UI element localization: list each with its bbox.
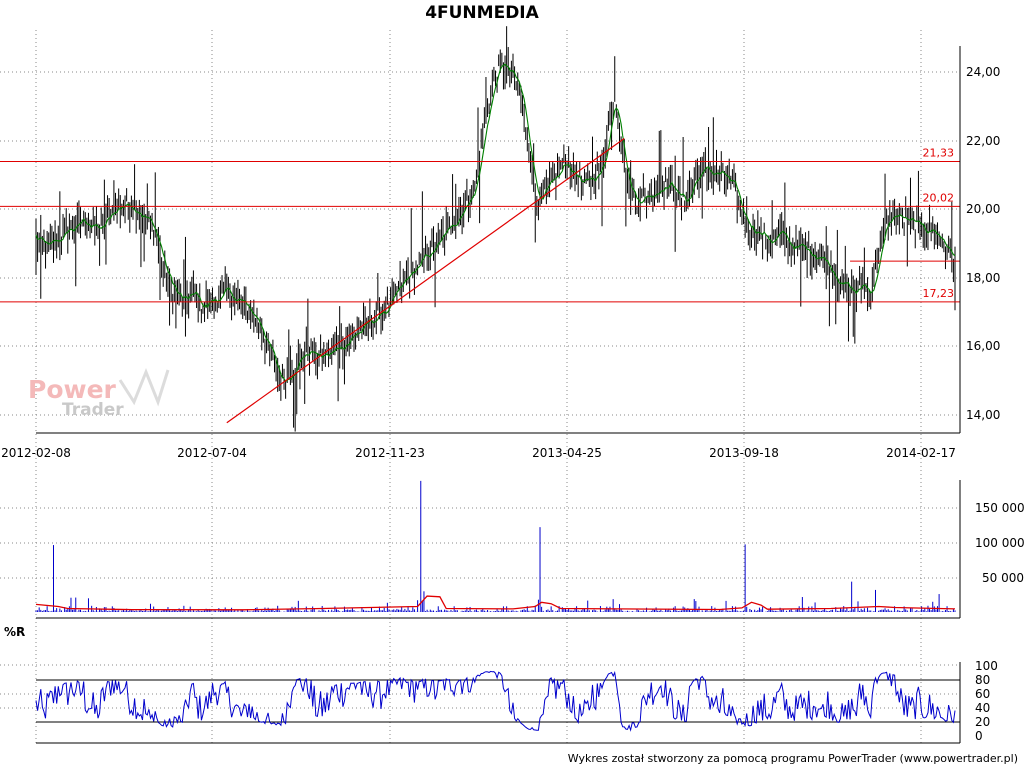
y-tick-16: 16,00: [966, 339, 1000, 353]
volume-bars: [35, 480, 956, 612]
moving-average-line: [35, 63, 956, 382]
vol-tick-150000: 150 000: [975, 501, 1024, 515]
x-tick-2012-02-08: 2012-02-08: [1, 446, 71, 460]
chart-title: 4FUNMEDIA: [425, 3, 539, 23]
y-tick-18: 18,00: [966, 271, 1000, 285]
x-tick-2012-07-04: 2012-07-04: [177, 446, 247, 460]
vol-tick-100000: 100 000: [975, 536, 1024, 550]
x-tick-2014-02-17: 2014-02-17: [886, 446, 956, 460]
watermark-swoosh-icon: [118, 367, 170, 407]
price-panel: 21,33 20,02 17,23 24,00 22,00 20,00 18,00 …: [0, 26, 1000, 460]
y-tick-20: 20,00: [966, 202, 1000, 216]
williams-r-line: [35, 670, 956, 732]
trendline: [226, 138, 625, 424]
x-tick-2012-11-23: 2012-11-23: [355, 446, 425, 460]
watermark-trader: Trader: [62, 400, 124, 420]
watermark-power: Power: [28, 375, 117, 404]
level-label-1: 20,02: [923, 191, 955, 204]
williams-r-panel: %R 100 80 60 40 20 0: [4, 625, 998, 744]
footer-credit: Wykres został stworzony za pomocą progra…: [568, 752, 1018, 765]
grid: [0, 30, 960, 743]
level-lines: 21,33 20,02 17,23: [0, 146, 960, 303]
volume-panel: 150 000 100 000 50 000: [35, 480, 1024, 619]
price-x-ticks: 2012-02-08 2012-07-04 2012-11-23 2013-04…: [1, 446, 956, 460]
x-tick-2013-09-18: 2013-09-18: [709, 446, 779, 460]
ind-tick-80: 80: [975, 673, 990, 687]
ind-tick-100: 100: [975, 659, 998, 673]
powertrader-watermark: Power Trader: [28, 367, 170, 420]
y-tick-22: 22,00: [966, 134, 1000, 148]
ind-tick-60: 60: [975, 687, 990, 701]
price-y-ticks: 24,00 22,00 20,00 18,00 16,00 14,00: [966, 65, 1000, 422]
volume-average-line: [35, 595, 956, 611]
indicator-label: %R: [4, 625, 25, 639]
vol-tick-50000: 50 000: [982, 571, 1024, 585]
level-label-0: 21,33: [923, 146, 955, 159]
ind-tick-0: 0: [975, 729, 983, 743]
ind-tick-40: 40: [975, 701, 990, 715]
ind-tick-20: 20: [975, 715, 990, 729]
y-tick-24: 24,00: [966, 65, 1000, 79]
y-tick-14: 14,00: [966, 408, 1000, 422]
level-label-3: 17,23: [923, 287, 955, 300]
x-tick-2013-04-25: 2013-04-25: [532, 446, 602, 460]
